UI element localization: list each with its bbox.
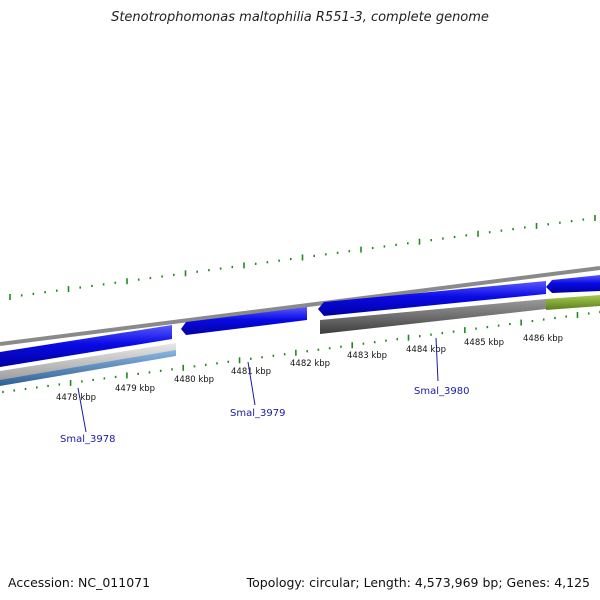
map-title: Stenotrophomonas maltophilia R551-3, com… <box>111 10 489 25</box>
gene-callout-line <box>77 387 87 433</box>
gene-label[interactable]: Smal_3978 <box>60 434 115 445</box>
cds-feature-green[interactable] <box>546 295 600 310</box>
scale-label: 4482 kbp <box>290 359 330 369</box>
inner-scale-ticks <box>2 310 600 394</box>
genome-backbone <box>0 266 600 346</box>
gene-label[interactable]: Smal_3980 <box>414 386 469 397</box>
cds-feature-gray[interactable] <box>320 299 546 334</box>
scale-label: 4485 kbp <box>464 338 504 348</box>
cds-feature-smal-3980[interactable] <box>318 281 546 316</box>
scale-label: 4483 kbp <box>347 351 387 361</box>
scale-label: 4478 kbp <box>56 393 96 403</box>
accession-text: Accession: NC_011071 <box>8 575 151 590</box>
outer-scale-ticks <box>9 215 596 300</box>
cds-feature[interactable] <box>546 275 600 293</box>
scale-label: 4480 kbp <box>174 375 214 385</box>
cds-feature-smal-3978[interactable] <box>0 350 176 386</box>
gene-callout-line <box>435 337 439 382</box>
scale-label: 4486 kbp <box>523 334 563 344</box>
scale-label: 4484 kbp <box>406 345 446 355</box>
scale-label: 4479 kbp <box>115 384 155 394</box>
cds-feature-smal-3979[interactable] <box>181 307 307 335</box>
cds-feature-light[interactable] <box>0 343 176 381</box>
gene-label[interactable]: Smal_3979 <box>230 408 285 419</box>
gene-callouts: Smal_3978 Smal_3979 Smal_3980 <box>60 337 469 445</box>
cds-feature[interactable] <box>0 325 172 367</box>
scale-label: 4481 kbp <box>231 367 271 377</box>
gene-callout-line <box>247 361 256 406</box>
genome-summary-text: Topology: circular; Length: 4,573,969 bp… <box>246 575 590 590</box>
scale-labels: 4478 kbp 4479 kbp 4480 kbp 4481 kbp 4482 kbp… <box>56 334 563 403</box>
